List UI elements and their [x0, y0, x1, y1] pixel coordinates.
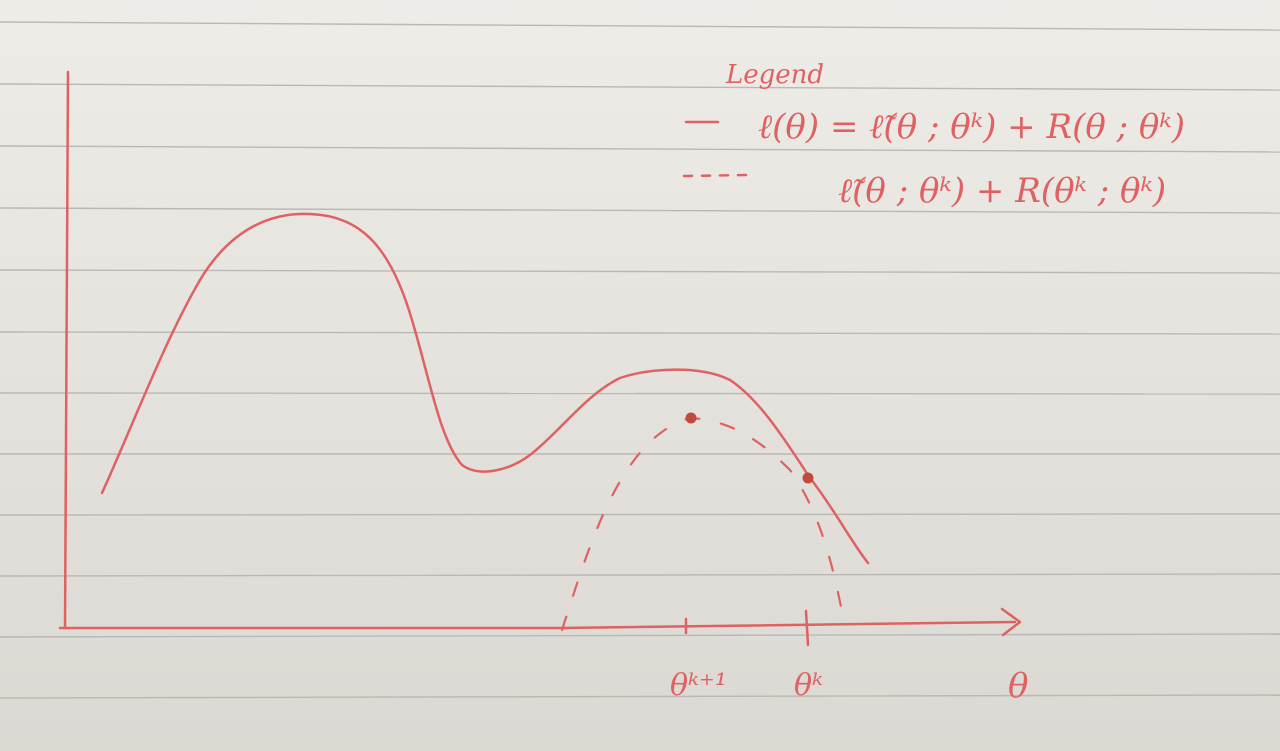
x-axis: [58, 620, 1017, 630]
objective-curve-solid: [100, 212, 870, 565]
y-axis: [63, 70, 70, 630]
legend-dashed-label: ℓ̃(θ ; θᵏ) + R(θᵏ ; θᵏ): [838, 171, 1166, 211]
x-axis-arrowhead: [1000, 607, 1022, 637]
tick-label-theta-k: θᵏ: [794, 668, 823, 703]
tick-theta-k: [804, 609, 810, 647]
ruled-lines: [0, 21, 1280, 699]
point-theta-k: [802, 472, 814, 484]
x-axis-label: θ: [1008, 666, 1028, 706]
legend-dashed-sample: [682, 173, 750, 178]
point-theta-k-plus-1: [685, 412, 697, 424]
legend-solid-label: ℓ(θ) = ℓ̃(θ ; θᵏ) + R(θ ; θᵏ): [758, 107, 1185, 147]
legend-heading: Legend: [725, 60, 824, 90]
tick-label-theta-k-plus-1: θᵏ⁺¹: [670, 668, 727, 703]
surrogate-curve-dashed: [560, 416, 844, 632]
